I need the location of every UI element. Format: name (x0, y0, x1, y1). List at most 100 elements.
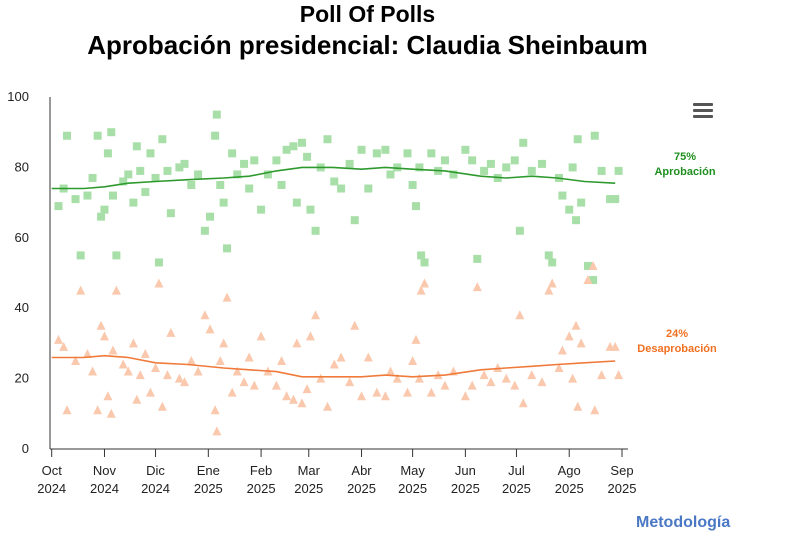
menu-bar-2 (693, 109, 713, 112)
y-tick-label: 0 (22, 441, 29, 456)
approval-point (76, 251, 85, 260)
approval-point (166, 209, 175, 218)
x-tick-year: 2025 (608, 481, 637, 496)
disapproval-point (118, 359, 128, 369)
disapproval-point (460, 391, 470, 401)
menu-bar-1 (693, 103, 713, 106)
y-tick-label: 20 (15, 371, 29, 386)
x-tick-month: Nov (93, 463, 117, 478)
y-tick-label: 60 (15, 230, 29, 245)
disapproval-point (277, 356, 287, 365)
approval-point (510, 156, 519, 165)
disapproval-point (111, 285, 121, 295)
disapproval-point (82, 348, 92, 358)
disapproval-point (140, 348, 150, 358)
x-tick-year: 2025 (555, 481, 584, 496)
approval-point (420, 258, 429, 267)
approval-point (537, 159, 546, 168)
approval-point (337, 184, 346, 193)
metodologia-link[interactable]: Metodología (636, 514, 731, 531)
approval-point (345, 159, 354, 168)
approval-point (568, 163, 577, 172)
approval-point (233, 170, 242, 179)
x-tick-year: 2025 (398, 481, 427, 496)
disapproval-point (244, 352, 254, 362)
disapproval-point (557, 345, 567, 355)
approval-point (100, 205, 109, 214)
approval-point (216, 181, 225, 189)
approval-point (473, 254, 482, 263)
disapproval-point (186, 356, 196, 365)
approval-point (372, 149, 381, 158)
disapproval-point (88, 366, 98, 376)
approval-point (124, 170, 133, 179)
x-tick-month: Abr (351, 463, 372, 478)
disapproval-value-label: 24% (666, 328, 688, 340)
y-tick-label: 80 (15, 159, 29, 174)
approval-point (527, 166, 536, 175)
disapproval-point (576, 338, 586, 348)
hamburger-menu-icon[interactable] (693, 103, 713, 119)
disapproval-point (588, 260, 598, 270)
chart-supertitle: Poll Of Polls (299, 1, 436, 27)
approval-point (364, 184, 373, 193)
approval-point (572, 216, 581, 225)
approval-point (103, 149, 112, 158)
disapproval-point (128, 338, 138, 348)
chart-title: Aprobación presidencial: Claudia Sheinba… (87, 30, 648, 60)
approval-point (449, 170, 458, 179)
approval-point (158, 135, 167, 144)
x-tick-year: 2025 (451, 481, 480, 496)
approval-point (250, 156, 259, 165)
approval-point (163, 166, 172, 175)
disapproval-point (357, 391, 367, 401)
disapproval-point (420, 278, 430, 288)
disapproval-point (210, 405, 220, 415)
disapproval-point (103, 391, 113, 401)
y-tick-label: 40 (15, 300, 29, 315)
disapproval-trend-line (51, 354, 616, 378)
approval-point (323, 135, 332, 144)
approval-point (187, 181, 196, 189)
disapproval-point (305, 331, 315, 341)
disapproval-point (610, 341, 620, 351)
approval-point (519, 138, 528, 147)
disapproval-point (416, 285, 426, 295)
disapproval-point (527, 370, 537, 380)
disapproval-point (200, 310, 210, 320)
approval-point (54, 202, 63, 211)
disapproval-point (232, 366, 242, 376)
data-points[interactable] (54, 110, 624, 436)
approval-point (386, 170, 395, 179)
disapproval-point (256, 331, 266, 341)
disapproval-point (227, 387, 237, 397)
x-axis: Oct 2024 Nov 2024 Dic 2024 Ene 2025 Feb 2025 Mar 20… (37, 448, 637, 496)
approval-point (577, 198, 586, 207)
disapproval-point (433, 370, 443, 380)
x-tick-year: 2025 (194, 481, 223, 496)
approval-point (180, 159, 189, 168)
series-labels: 75% Aprobación 24% Desaprobación (637, 151, 717, 355)
approval-point (408, 181, 417, 189)
x-tick-month: Feb (250, 463, 272, 478)
disapproval-point (151, 363, 161, 373)
approval-point (289, 142, 298, 151)
approval-point (417, 251, 426, 260)
approval-point (403, 149, 412, 158)
approval-point (357, 145, 366, 154)
approval-point (440, 156, 449, 165)
approval-point (558, 191, 567, 200)
disapproval-point (493, 363, 503, 373)
disapproval-point (547, 278, 557, 288)
x-tick-year: 2025 (502, 481, 531, 496)
disapproval-point (518, 398, 528, 408)
disapproval-point (71, 356, 81, 365)
disapproval-point (537, 377, 547, 387)
approval-trend-line (51, 166, 616, 190)
approval-point (415, 163, 424, 172)
x-tick-month: May (400, 463, 425, 478)
approval-point (461, 145, 470, 154)
approval-point (502, 163, 511, 172)
disapproval-series-label: Desaprobación (637, 343, 717, 355)
